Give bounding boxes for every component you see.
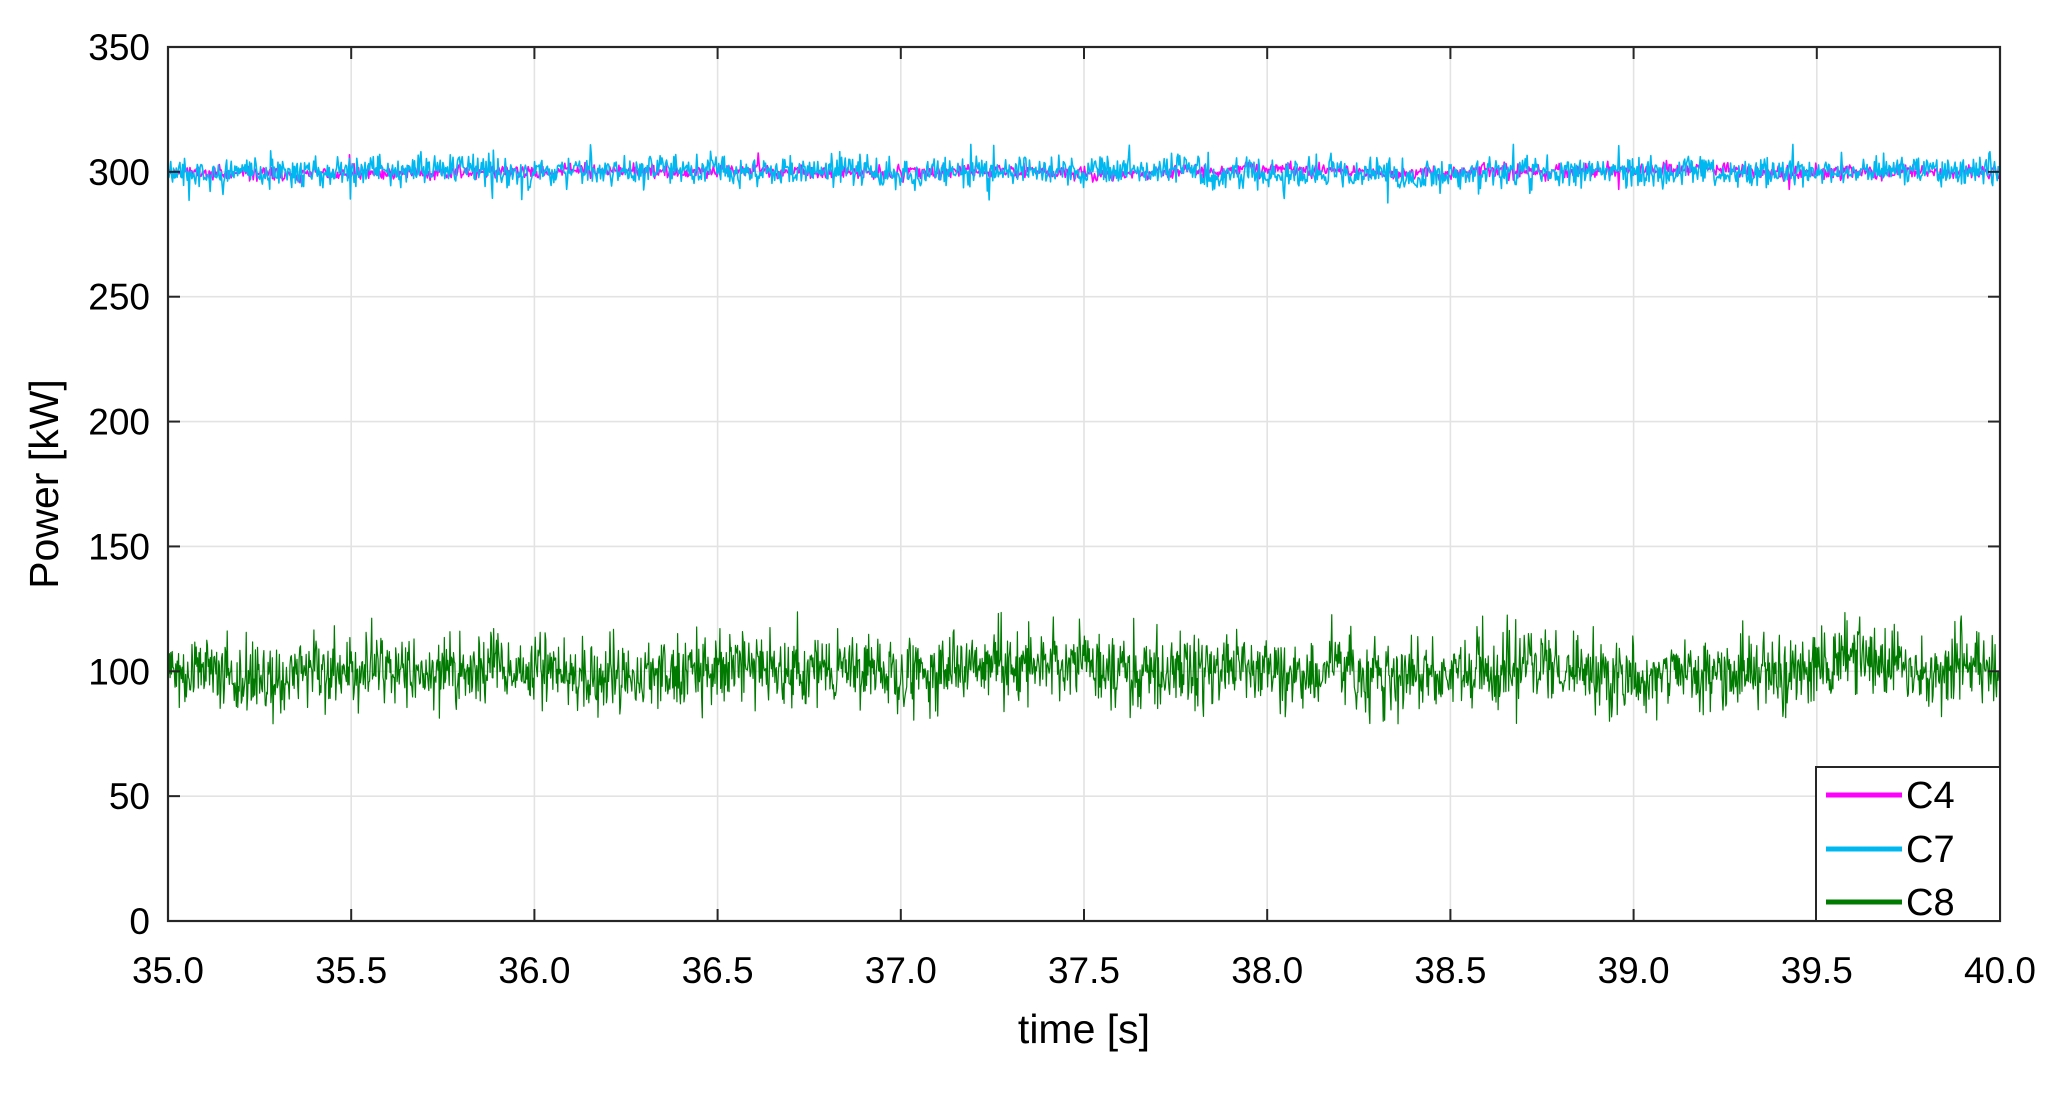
- legend-label-c7: C7: [1906, 829, 1955, 871]
- y-tick-label: 100: [88, 651, 150, 692]
- x-tick-label: 38.5: [1414, 950, 1486, 991]
- legend-label-c8: C8: [1906, 882, 1955, 924]
- legend-label-c4: C4: [1906, 775, 1955, 817]
- x-tick-label: 40.0: [1964, 950, 2036, 991]
- x-tick-label: 35.5: [315, 950, 387, 991]
- tick-labels: 35.0 35.5 36.0 36.5 37.0 37.5 38.0 38.5 39.0 39.5…: [88, 27, 2036, 991]
- legend: C4 C7 C8: [1815, 766, 2001, 924]
- x-axis-label: time [s]: [1018, 1006, 1150, 1052]
- series-line-c7: [167, 143, 2001, 204]
- series-line-c8: [167, 611, 2001, 725]
- y-tick-label: 150: [88, 526, 150, 567]
- y-tick-label: 250: [88, 277, 150, 318]
- x-tick-label: 39.0: [1598, 950, 1670, 991]
- x-tick-label: 35.0: [132, 950, 204, 991]
- series-lines: [167, 143, 2001, 725]
- x-tick-label: 39.5: [1781, 950, 1853, 991]
- y-tick-label: 50: [109, 776, 150, 817]
- x-tick-label: 36.5: [682, 950, 754, 991]
- x-tick-label: 38.0: [1231, 950, 1303, 991]
- x-tick-label: 37.5: [1048, 950, 1120, 991]
- y-tick-label: 300: [88, 152, 150, 193]
- y-tick-label: 0: [129, 901, 150, 942]
- y-tick-label: 350: [88, 27, 150, 68]
- x-tick-label: 36.0: [498, 950, 570, 991]
- x-tick-label: 37.0: [865, 950, 937, 991]
- y-tick-label: 200: [88, 402, 150, 443]
- y-axis-label: Power [kW]: [21, 379, 67, 589]
